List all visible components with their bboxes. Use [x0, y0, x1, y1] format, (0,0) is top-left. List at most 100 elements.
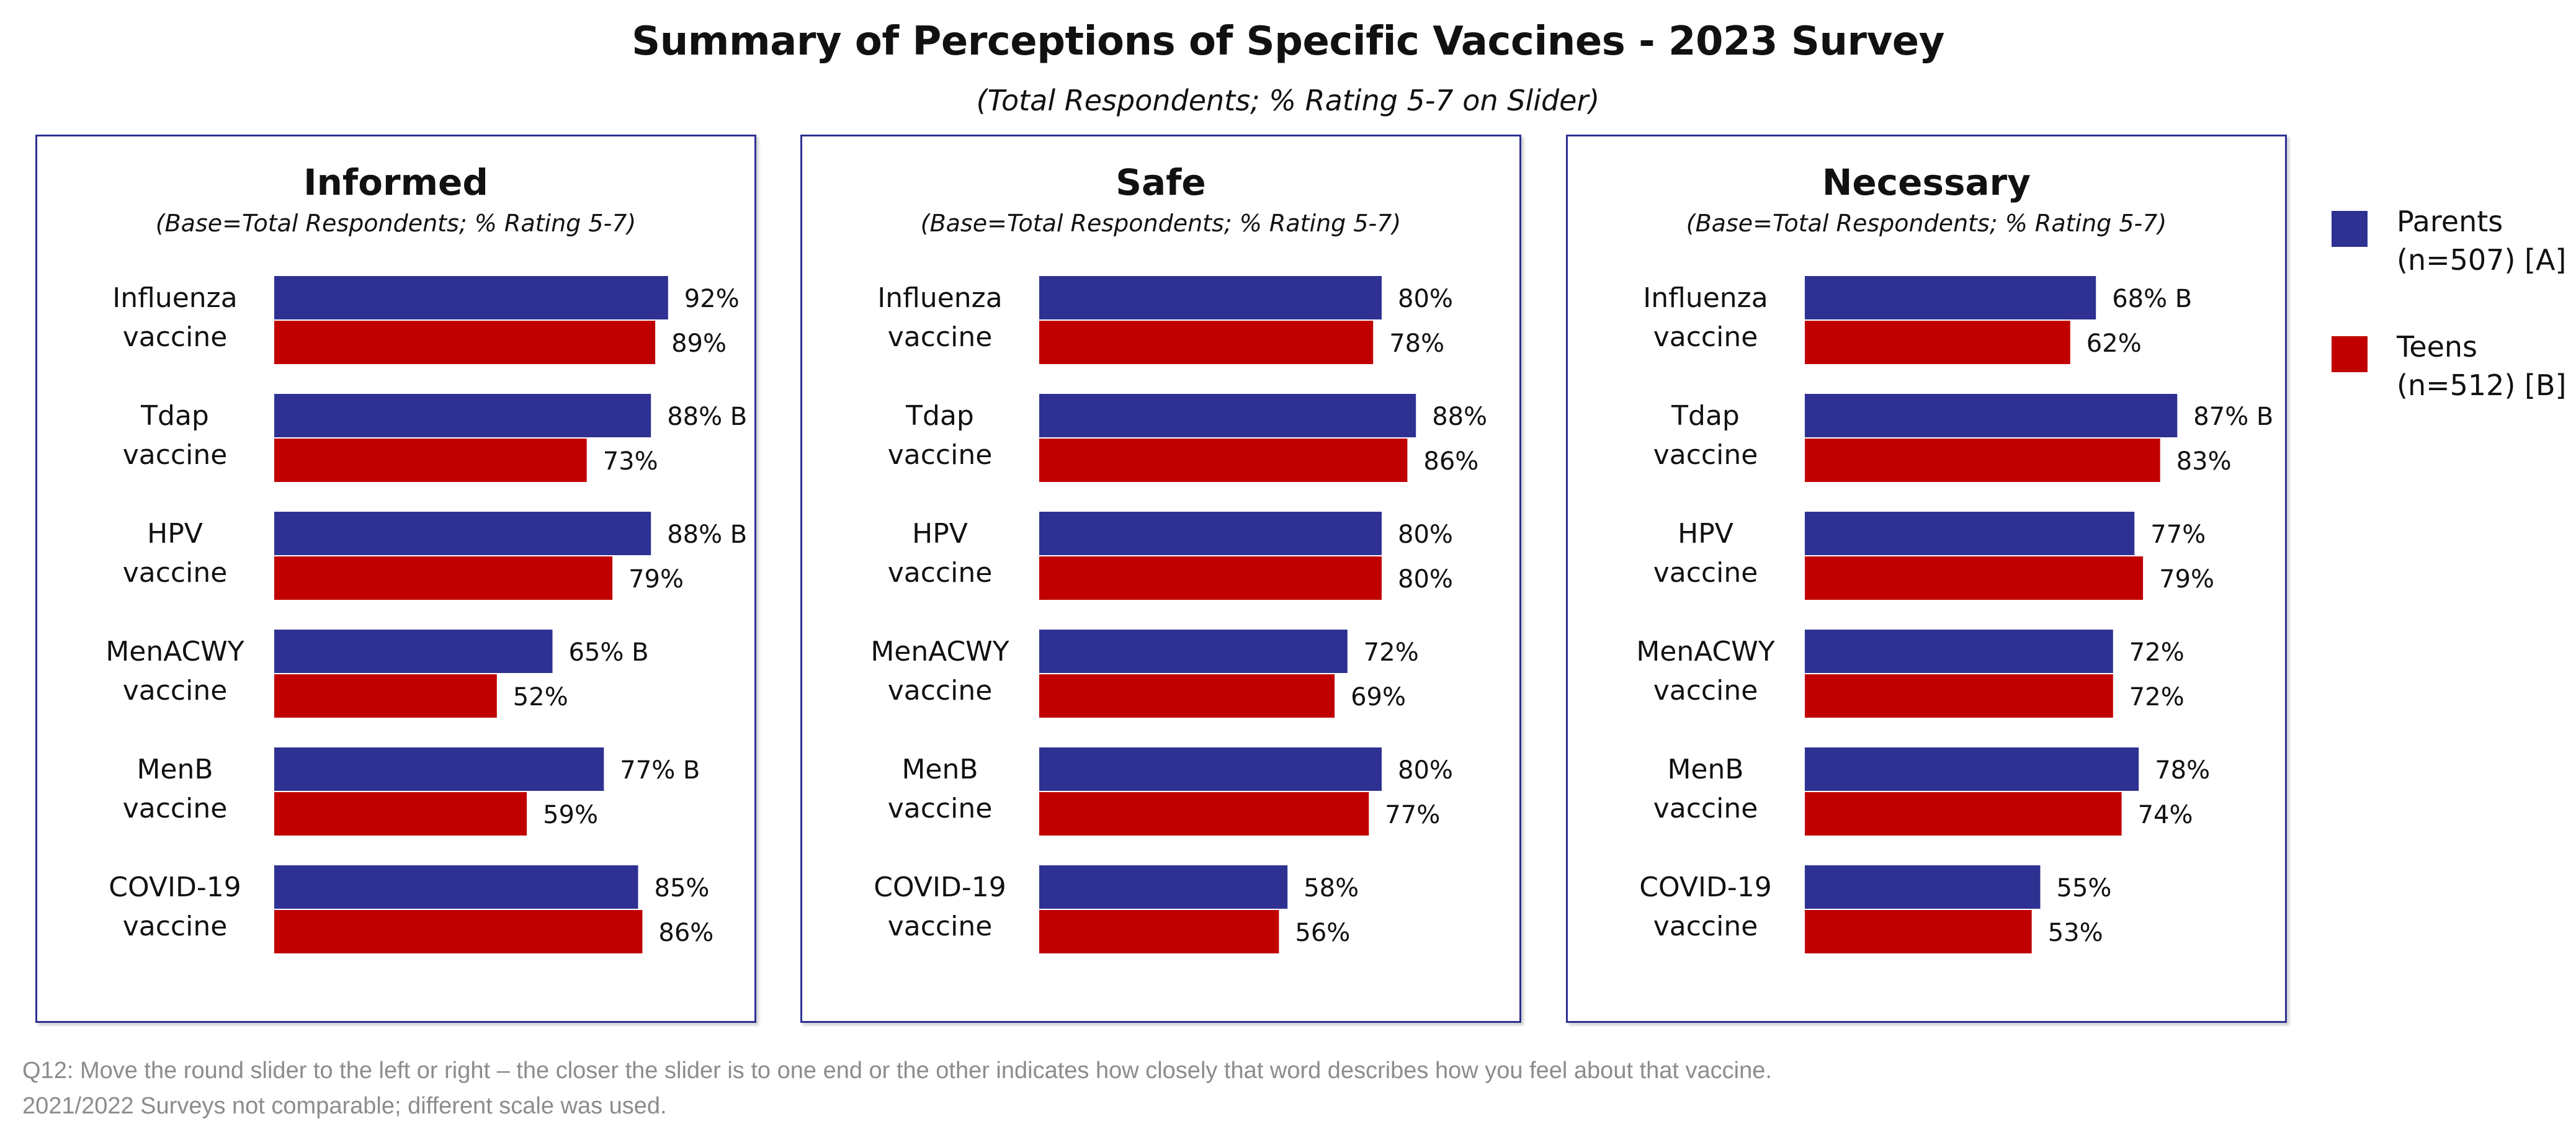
parents-data-label: 78% — [2155, 756, 2210, 785]
category-label: Tdap vaccine — [1653, 400, 1758, 471]
category-label: Tdap vaccine — [888, 400, 993, 471]
teens-bar — [1039, 674, 1335, 718]
parents-data-label: 85% — [655, 874, 710, 903]
category-label: HPV vaccine — [888, 518, 993, 589]
teens-data-label: 73% — [603, 447, 658, 476]
teens-bar — [1039, 439, 1408, 482]
bar-group-influenza-vaccine: Influenza vaccine 68% B 62% — [1643, 276, 2192, 364]
category-label: HPV vaccine — [123, 518, 228, 589]
parents-data-label: 72% — [2129, 638, 2185, 667]
teens-data-label: 78% — [1389, 329, 1444, 358]
legend-item-teens: Teens (n=512) [B] — [2332, 330, 2576, 417]
parents-data-label: 55% — [2057, 874, 2112, 903]
teens-bar — [1805, 792, 2122, 836]
teens-data-label: 69% — [1351, 683, 1406, 711]
category-label: Influenza vaccine — [112, 282, 237, 353]
teens-data-label: 86% — [1423, 447, 1478, 476]
panel-necessary: Necessary (Base=Total Respondents; % Rat… — [1566, 135, 2287, 1023]
teens-bar — [1805, 321, 2070, 364]
parents-bar — [274, 747, 604, 791]
legend-item-parents: Parents (n=507) [A] — [2332, 205, 2576, 292]
category-label: MenB vaccine — [1653, 754, 1758, 824]
bar-group-covid-19-vaccine: COVID-19 vaccine 85% 86% — [109, 865, 713, 953]
parents-data-label: 80% — [1398, 520, 1453, 549]
category-label: HPV vaccine — [1653, 518, 1758, 589]
parents-data-label: 88% B — [667, 520, 747, 549]
parents-data-label: 72% — [1364, 638, 1419, 667]
teens-data-label: 79% — [628, 565, 684, 594]
teens-data-label: 59% — [543, 801, 598, 829]
parents-data-label: 80% — [1398, 285, 1453, 313]
parents-bar — [274, 865, 638, 909]
panel-subtitle: (Base=Total Respondents; % Rating 5-7) — [920, 210, 1402, 237]
teens-data-label: 74% — [2138, 801, 2193, 829]
bar-group-menacwy-vaccine: MenACWY vaccine 72% 69% — [870, 630, 1419, 718]
parents-bar — [1039, 747, 1382, 791]
panel-subtitle: (Base=Total Respondents; % Rating 5-7) — [1686, 210, 2167, 237]
parents-bar — [274, 394, 651, 437]
teens-bar — [274, 321, 656, 364]
bar-group-menb-vaccine: MenB vaccine 77% B 59% — [123, 747, 700, 836]
teens-data-label: 62% — [2086, 329, 2142, 358]
bar-group-menacwy-vaccine: MenACWY vaccine 72% 72% — [1636, 630, 2185, 718]
legend-label-teens: Teens (n=512) [B] — [2397, 330, 2567, 402]
teens-bar — [1039, 910, 1279, 953]
bar-group-influenza-vaccine: Influenza vaccine 92% 89% — [112, 276, 740, 364]
bar-chart-informed: Influenza vaccine 92% 89% Tdap vaccine 88% B 73… — [105, 276, 747, 953]
teens-data-label: 86% — [658, 919, 713, 947]
parents-bar — [1805, 276, 2096, 319]
parents-bar — [1039, 512, 1382, 555]
parents-data-label: 77% B — [620, 756, 700, 785]
bar-group-menb-vaccine: MenB vaccine 78% 74% — [1653, 747, 2210, 836]
parents-bar — [1805, 865, 2041, 909]
bar-group-tdap-vaccine: Tdap vaccine 88% 86% — [888, 394, 1487, 482]
parents-bar — [274, 630, 553, 673]
teens-bar — [1039, 792, 1369, 836]
panel-safe: Safe (Base=Total Respondents; % Rating 5… — [800, 135, 1521, 1023]
teens-data-label: 89% — [671, 329, 727, 358]
teens-data-label: 77% — [1385, 801, 1440, 829]
parents-bar — [1805, 394, 2178, 437]
parents-bar — [274, 276, 668, 319]
teens-bar — [1039, 556, 1382, 600]
teens-bar — [1805, 674, 2113, 718]
panel-informed: Informed (Base=Total Respondents; % Rati… — [35, 135, 756, 1023]
bar-group-menacwy-vaccine: MenACWY vaccine 65% B52% — [105, 630, 649, 718]
parents-bar — [1039, 276, 1382, 319]
parents-data-label: 80% — [1398, 756, 1453, 785]
bar-group-covid-19-vaccine: COVID-19 vaccine 58% 56% — [874, 865, 1359, 953]
teens-data-label: 79% — [2159, 565, 2214, 594]
teens-data-label: 72% — [2129, 683, 2185, 711]
teens-data-label: 83% — [2176, 447, 2232, 476]
teens-data-label: 56% — [1295, 919, 1350, 947]
bar-chart-necessary: Influenza vaccine 68% B 62% Tdap vaccine 87% B… — [1636, 276, 2273, 953]
chart-title: Summary of Perceptions of Specific Vacci… — [632, 19, 1944, 65]
panel-title: Safe — [1116, 161, 1206, 203]
category-label: Influenza vaccine — [1643, 282, 1768, 353]
category-label: MenACWY vaccine — [105, 636, 244, 707]
teens-data-label: 53% — [2048, 919, 2103, 947]
bar-group-influenza-vaccine: Influenza vaccine 80% 78% — [877, 276, 1453, 364]
teens-bar — [274, 439, 587, 482]
parents-bar — [1039, 630, 1348, 673]
parents-bar — [1039, 394, 1416, 437]
category-label: MenACWY vaccine — [870, 636, 1009, 707]
parents-bar — [274, 512, 651, 555]
bar-chart-safe: Influenza vaccine 80% 78% Tdap vaccine 88% 86% H… — [870, 276, 1487, 953]
category-label: MenB vaccine — [123, 754, 228, 824]
panel-subtitle: (Base=Total Respondents; % Rating 5-7) — [155, 210, 637, 237]
legend-swatch-teens — [2332, 336, 2368, 372]
legend-label-parents: Parents (n=507) [A] — [2397, 205, 2567, 277]
teens-bar — [1039, 321, 1374, 364]
teens-bar — [1805, 439, 2160, 482]
parents-bar — [1805, 630, 2113, 673]
teens-bar — [1805, 556, 2144, 600]
parents-data-label: 88% B — [667, 403, 747, 431]
category-label: Influenza vaccine — [877, 282, 1002, 353]
footnote-comparability: 2021/2022 Surveys not comparable; differ… — [22, 1093, 667, 1119]
parents-data-label: 65% B — [569, 638, 649, 667]
parents-bar — [1805, 747, 2139, 791]
parents-data-label: 58% — [1304, 874, 1359, 903]
bar-group-menb-vaccine: MenB vaccine 80% 77% — [888, 747, 1453, 836]
bar-group-tdap-vaccine: Tdap vaccine 88% B 73% — [123, 394, 747, 482]
